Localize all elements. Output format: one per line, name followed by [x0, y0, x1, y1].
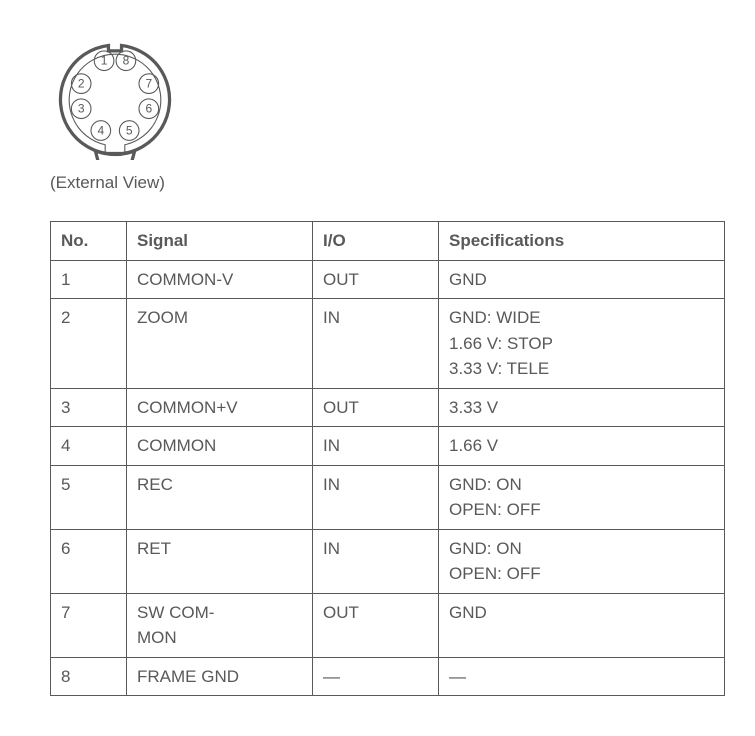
cell-io: OUT	[313, 388, 439, 427]
pin-number: 4	[97, 124, 104, 138]
cell-io: —	[313, 657, 439, 696]
table-row: 7SW COM- MONOUTGND	[51, 593, 725, 657]
cell-io: OUT	[313, 593, 439, 657]
connector-diagram: 12345678	[55, 40, 715, 165]
cell-spec: GND	[439, 593, 725, 657]
cell-signal: COMMON	[127, 427, 313, 466]
col-header-spec: Specifications	[439, 222, 725, 261]
col-header-no: No.	[51, 222, 127, 261]
cell-spec: GND: WIDE 1.66 V: STOP 3.33 V: TELE	[439, 299, 725, 389]
pin-number: 8	[123, 54, 130, 68]
table-row: 8FRAME GND——	[51, 657, 725, 696]
cell-no: 8	[51, 657, 127, 696]
table-row: 6RETINGND: ON OPEN: OFF	[51, 529, 725, 593]
table-row: 1COMMON-VOUTGND	[51, 260, 725, 299]
pin-number: 1	[101, 54, 108, 68]
cell-spec: 3.33 V	[439, 388, 725, 427]
pin-number: 6	[145, 102, 152, 116]
table-row: 5RECINGND: ON OPEN: OFF	[51, 465, 725, 529]
pin-number: 3	[78, 102, 85, 116]
table-row: 2ZOOMINGND: WIDE 1.66 V: STOP 3.33 V: TE…	[51, 299, 725, 389]
cell-no: 4	[51, 427, 127, 466]
cell-signal: ZOOM	[127, 299, 313, 389]
pin-number: 5	[126, 124, 133, 138]
cell-spec: GND	[439, 260, 725, 299]
cell-no: 7	[51, 593, 127, 657]
cell-signal: COMMON+V	[127, 388, 313, 427]
cell-signal: FRAME GND	[127, 657, 313, 696]
pin-number: 7	[145, 77, 152, 91]
table-row: 4COMMONIN1.66 V	[51, 427, 725, 466]
cell-no: 1	[51, 260, 127, 299]
cell-signal: SW COM- MON	[127, 593, 313, 657]
cell-no: 6	[51, 529, 127, 593]
cell-no: 2	[51, 299, 127, 389]
col-header-signal: Signal	[127, 222, 313, 261]
col-header-io: I/O	[313, 222, 439, 261]
connector-svg: 12345678	[55, 40, 175, 160]
table-row: 3COMMON+VOUT3.33 V	[51, 388, 725, 427]
cell-spec: —	[439, 657, 725, 696]
pinout-table: No. Signal I/O Specifications 1COMMON-VO…	[50, 221, 725, 696]
cell-io: IN	[313, 427, 439, 466]
cell-no: 3	[51, 388, 127, 427]
cell-io: IN	[313, 465, 439, 529]
diagram-caption: (External View)	[50, 173, 715, 193]
cell-io: IN	[313, 529, 439, 593]
cell-signal: RET	[127, 529, 313, 593]
cell-spec: GND: ON OPEN: OFF	[439, 465, 725, 529]
cell-signal: REC	[127, 465, 313, 529]
cell-io: IN	[313, 299, 439, 389]
cell-spec: 1.66 V	[439, 427, 725, 466]
pinout-container: 12345678 (External View) No. Signal I/O …	[40, 40, 715, 696]
table-header-row: No. Signal I/O Specifications	[51, 222, 725, 261]
cell-spec: GND: ON OPEN: OFF	[439, 529, 725, 593]
cell-io: OUT	[313, 260, 439, 299]
cell-signal: COMMON-V	[127, 260, 313, 299]
cell-no: 5	[51, 465, 127, 529]
pin-number: 2	[78, 77, 85, 91]
